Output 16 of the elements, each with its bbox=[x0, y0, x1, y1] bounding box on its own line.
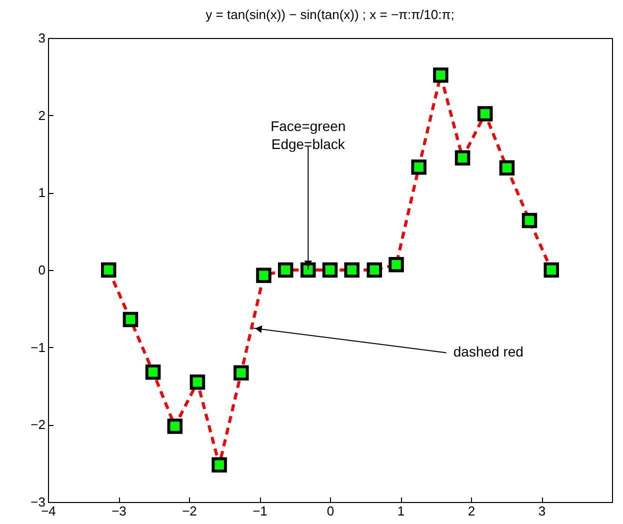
x-tick-label: 0 bbox=[326, 504, 334, 518]
annotation: Face=green Edge=black bbox=[270, 118, 346, 152]
chart-title: y = tan(sin(x)) − sin(tan(x)) ; x = −π:π/10:π; bbox=[206, 7, 454, 22]
y-tick-label: 2 bbox=[38, 108, 46, 123]
y-tick-label: 0 bbox=[38, 262, 46, 278]
y-tick-label: −2 bbox=[30, 417, 46, 432]
y-tick-label: −1 bbox=[30, 340, 46, 355]
y-tick-label: 3 bbox=[38, 30, 46, 46]
x-tick-label: 2 bbox=[468, 504, 476, 518]
y-tick-label: 1 bbox=[38, 185, 46, 200]
x-tick-label: −1 bbox=[252, 504, 268, 518]
annotation: dashed red bbox=[453, 344, 524, 360]
x-tick-label: −3 bbox=[112, 504, 126, 518]
x-tick-label: −2 bbox=[182, 504, 197, 518]
x-tick-label: 1 bbox=[397, 504, 405, 518]
x-tick-label: 3 bbox=[538, 504, 546, 518]
